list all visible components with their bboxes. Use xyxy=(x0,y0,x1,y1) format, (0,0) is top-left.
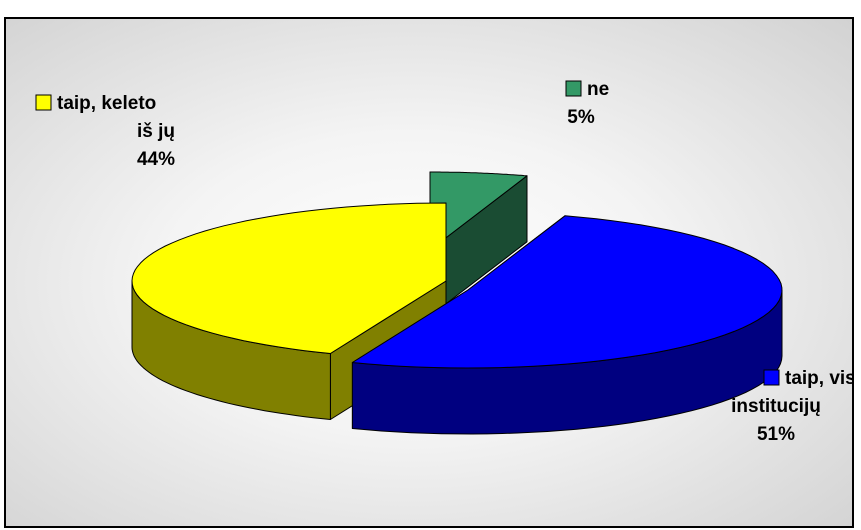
legend-swatch-2 xyxy=(36,95,51,110)
slice-percent-label-0: 5% xyxy=(567,107,595,128)
chart-area: ne 5% taip, visų institucijų 51% taip, keleto… xyxy=(4,17,854,528)
pie-chart: ne 5% taip, visų institucijų 51% taip, keleto… xyxy=(6,19,852,526)
slice-category-label-2: taip, keleto xyxy=(57,93,156,114)
slice-category-label-2: iš jų xyxy=(137,121,175,142)
slice-category-label-0: ne xyxy=(587,79,609,100)
slice-category-label-1: taip, visų xyxy=(785,368,852,389)
legend-swatch-0 xyxy=(566,81,581,96)
slice-percent-label-1: 51% xyxy=(757,424,795,445)
header-fragment-text xyxy=(0,0,861,10)
legend-swatch-1 xyxy=(764,370,779,385)
slice-category-label-1: institucijų xyxy=(731,396,821,417)
slice-percent-label-2: 44% xyxy=(137,149,175,170)
pie-slices xyxy=(132,172,782,434)
